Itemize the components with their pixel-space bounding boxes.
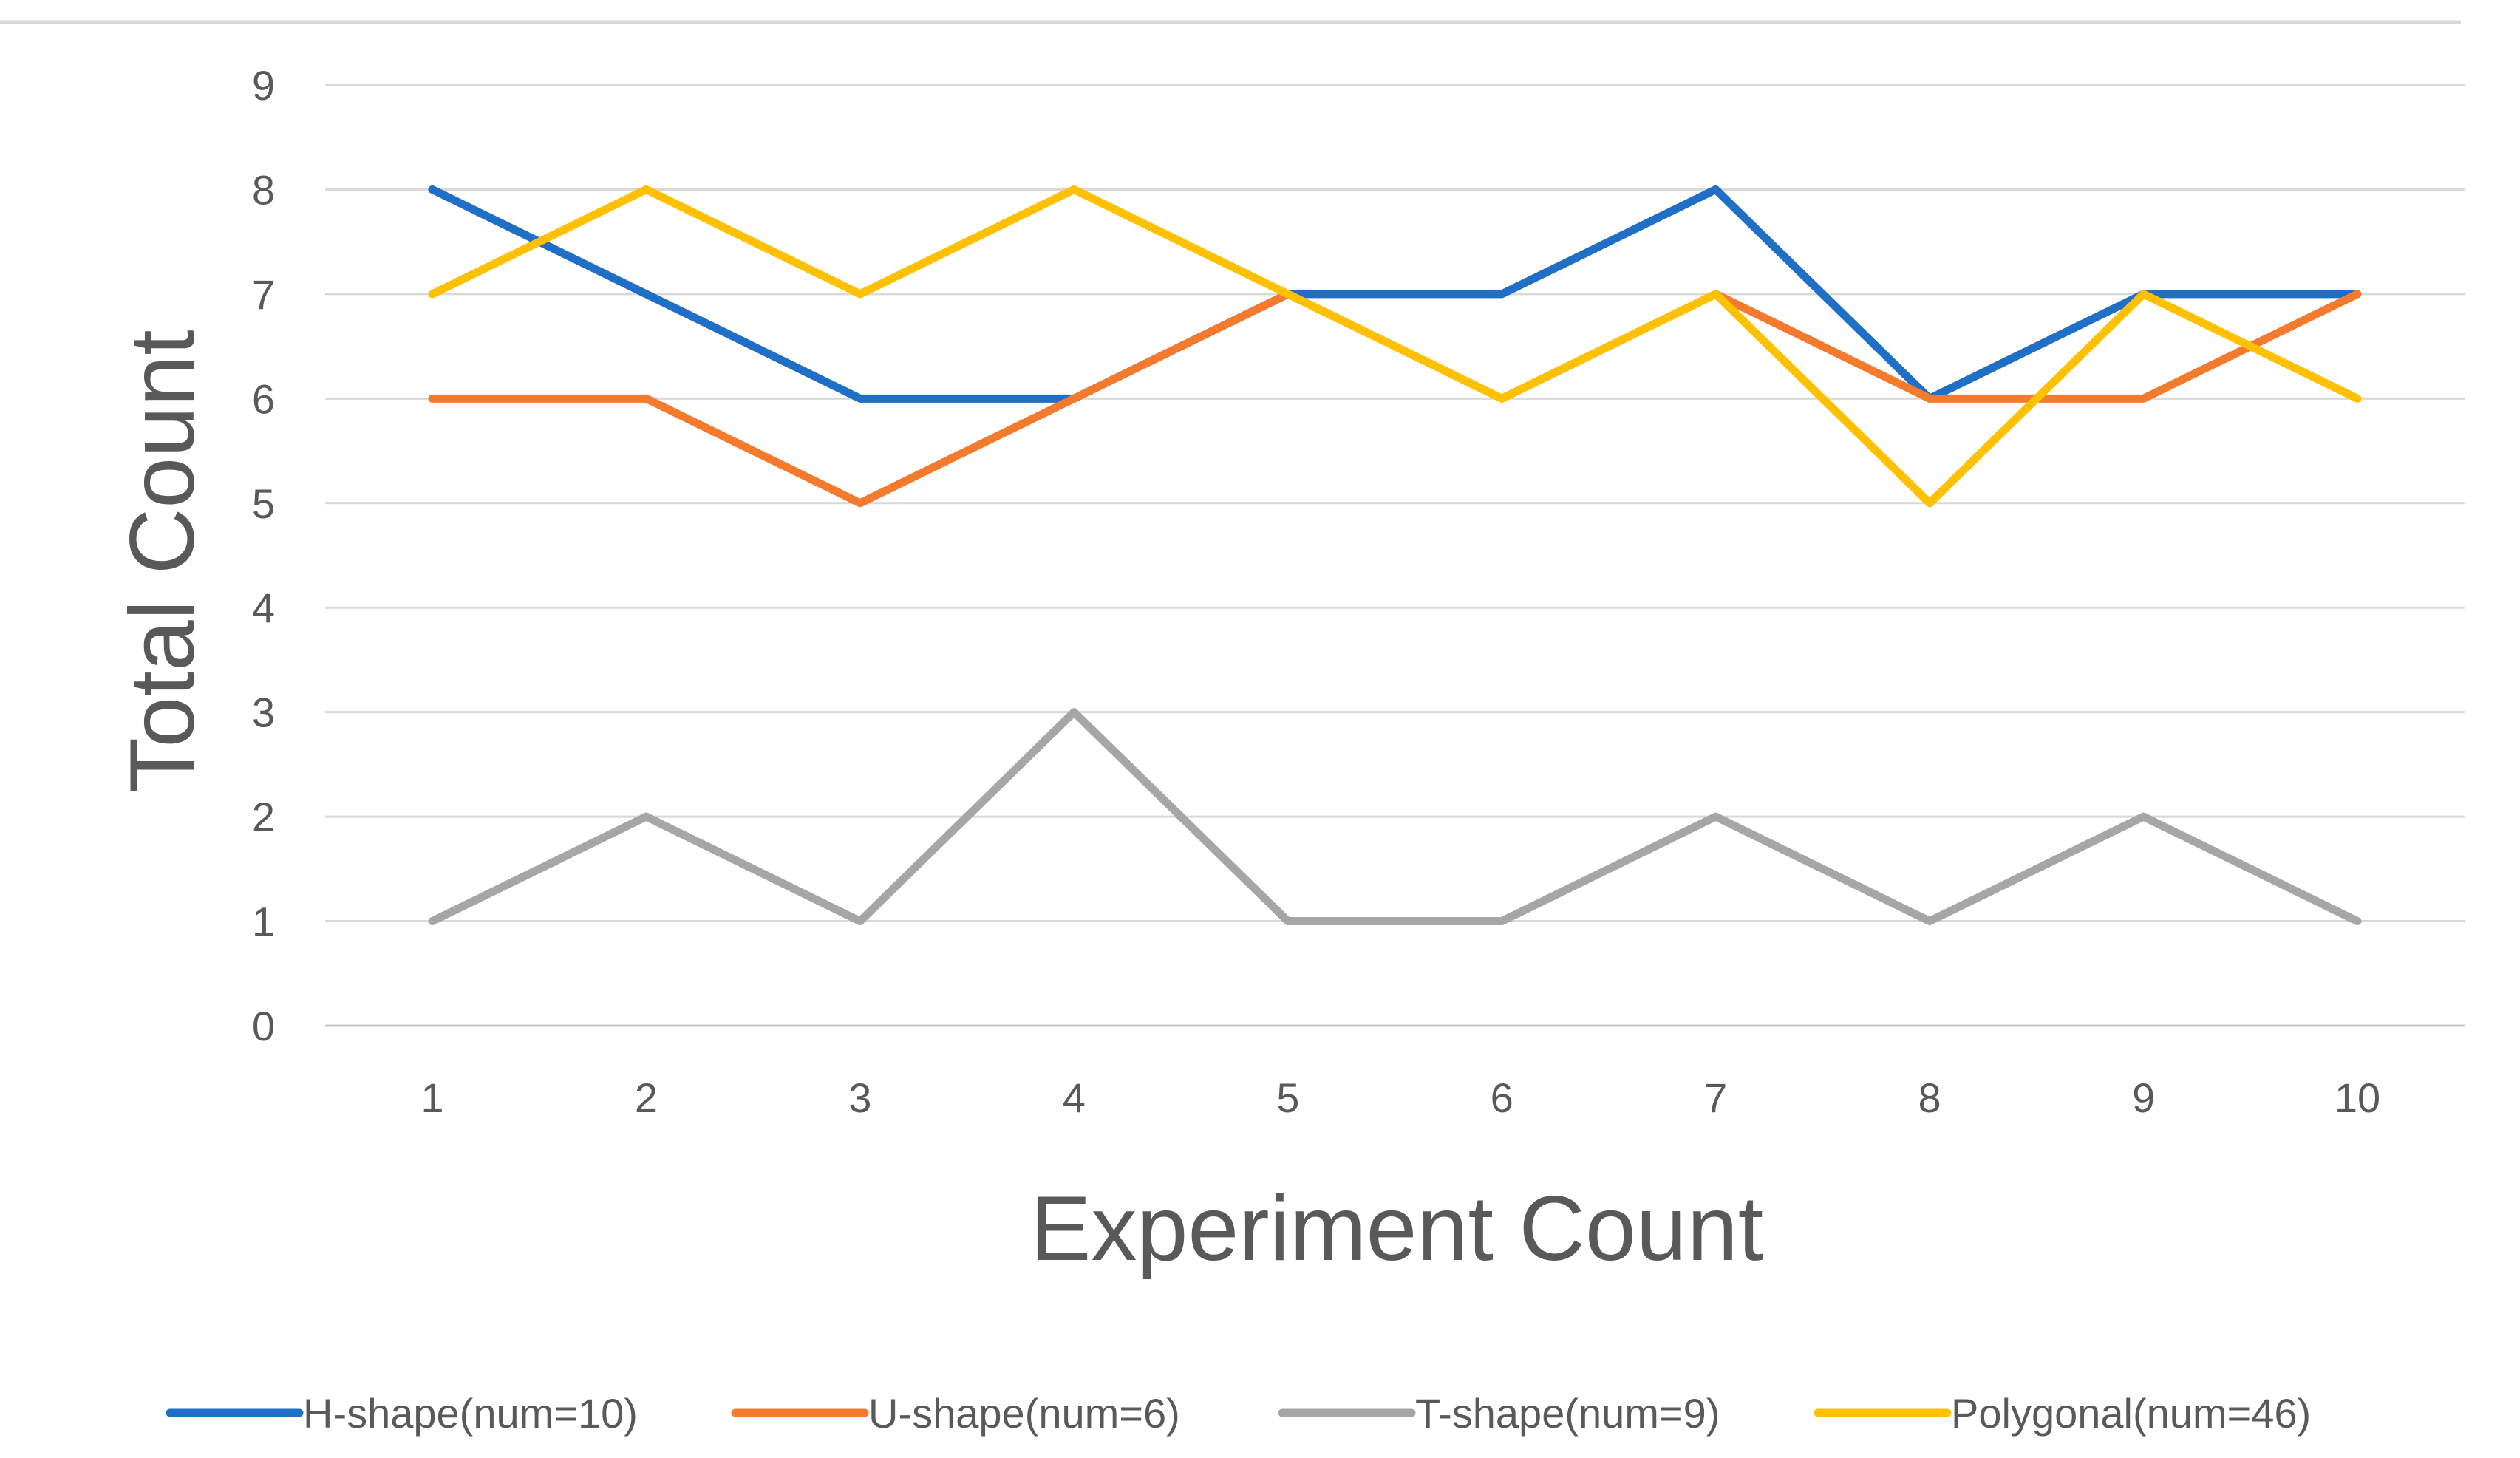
series-line-4: [428, 185, 2362, 508]
y-tick-label-5: 5: [252, 480, 275, 527]
y-tick-label-8: 8: [252, 166, 275, 213]
legend-label-4: Polygonal(num=46): [1951, 1390, 2311, 1437]
y-axis-title: Total Count: [112, 330, 214, 793]
y-tick-label-7: 7: [252, 271, 275, 318]
x-tick-label-3: 3: [848, 1074, 871, 1121]
x-tick-label-2: 2: [635, 1074, 658, 1121]
x-tick-label-4: 4: [1063, 1074, 1086, 1121]
legend: H-shape(num=10) U-shape(num=6) T-shape(num…: [166, 1390, 2311, 1437]
x-tick-label-6: 6: [1491, 1074, 1513, 1121]
series-line-1: [428, 185, 2362, 403]
gridlines: [325, 84, 2465, 1027]
y-tick-label-3: 3: [252, 689, 275, 736]
x-tick-label-5: 5: [1276, 1074, 1299, 1121]
y-tick-label-4: 4: [252, 585, 275, 631]
y-tick-label-2: 2: [252, 794, 275, 840]
legend-label-3: T-shape(num=9): [1415, 1390, 1720, 1437]
x-axis-ticks: 1 2 3 4 5 6 7 8 9 10: [420, 1074, 2380, 1121]
y-tick-label-0: 0: [252, 1003, 275, 1049]
x-tick-label-10: 10: [2335, 1074, 2380, 1121]
y-axis-ticks: 0 1 2 3 4 5 6 7 8 9: [252, 62, 275, 1049]
legend-label-2: U-shape(num=6): [868, 1390, 1180, 1437]
x-tick-label-9: 9: [2132, 1074, 2155, 1121]
x-tick-label-8: 8: [1918, 1074, 1941, 1121]
y-tick-label-1: 1: [252, 899, 275, 945]
x-tick-label-1: 1: [420, 1074, 443, 1121]
x-axis-title: Experiment Count: [1030, 1178, 1763, 1280]
x-tick-label-7: 7: [1704, 1074, 1727, 1121]
y-tick-label-9: 9: [252, 62, 275, 109]
y-tick-label-6: 6: [252, 375, 275, 422]
series-lines: [428, 185, 2362, 926]
series-line-3: [428, 708, 2362, 926]
legend-label-1: H-shape(num=10): [303, 1390, 638, 1437]
